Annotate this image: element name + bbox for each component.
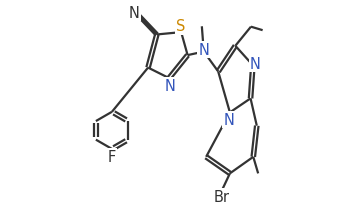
Text: N: N	[224, 113, 234, 128]
Text: N: N	[250, 57, 261, 71]
Text: Br: Br	[214, 189, 230, 204]
Text: S: S	[176, 19, 186, 34]
Text: N: N	[198, 43, 209, 58]
Text: N: N	[129, 6, 139, 21]
Text: F: F	[108, 150, 116, 164]
Text: N: N	[165, 79, 175, 94]
